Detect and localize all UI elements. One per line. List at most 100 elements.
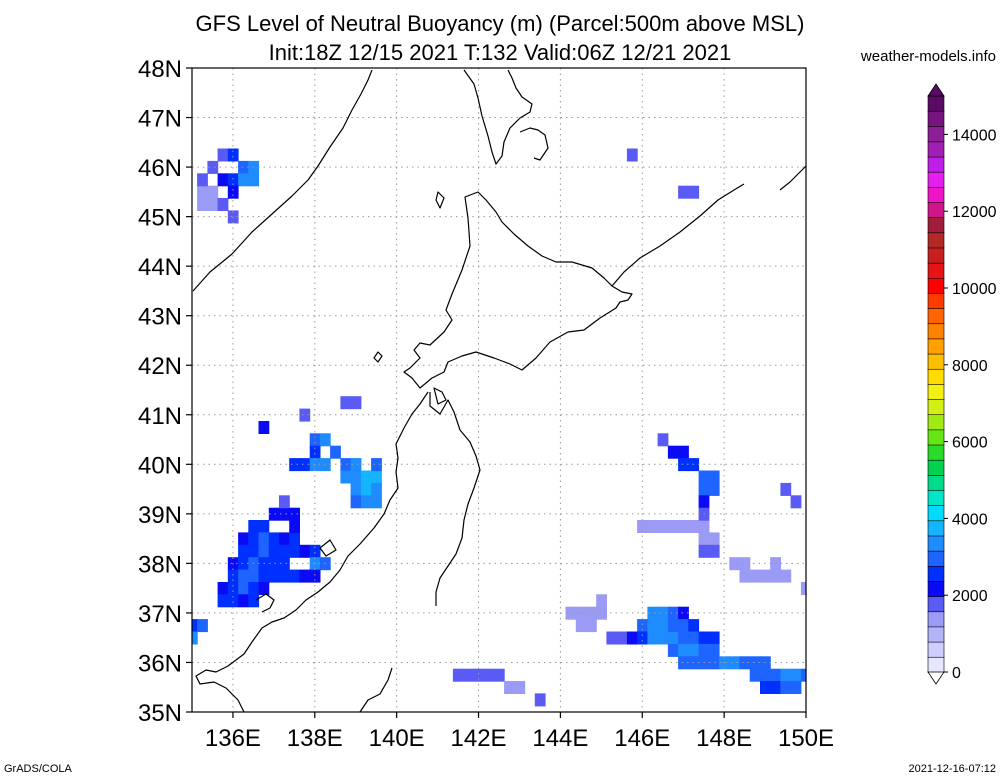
data-cell: [268, 557, 280, 571]
y-tick-label: 47N: [138, 106, 182, 133]
data-cell: [279, 557, 290, 571]
data-cell: [268, 569, 280, 583]
coastline-asia-mainland: [192, 69, 373, 292]
colorbar-segment: [927, 580, 945, 597]
data-cell: [258, 544, 270, 558]
data-cell: [667, 606, 679, 620]
y-tick-label: 40N: [138, 452, 182, 479]
coastline-kamchatka-tip: [779, 165, 807, 191]
data-cell: [504, 681, 515, 694]
y-tick-label: 44N: [138, 254, 182, 281]
data-cell: [350, 482, 362, 496]
data-cell: [238, 532, 249, 546]
y-tick-label: 48N: [138, 56, 182, 83]
data-cell: [289, 520, 300, 533]
colorbar: 0 2000 4000 6000 8000 10000 12000 14000: [927, 83, 997, 685]
colorbar-segment: [927, 323, 945, 340]
data-cell: [493, 668, 505, 682]
data-cell: [350, 458, 362, 472]
colorbar-label: 0: [952, 665, 961, 682]
data-cell: [207, 198, 219, 211]
colorbar-segment: [927, 398, 945, 416]
data-cell: [698, 643, 710, 657]
data-cell: [760, 569, 771, 583]
data-cell: [238, 569, 249, 583]
colorbar-segment: [927, 504, 945, 522]
colorbar-bottom-arrow: [927, 671, 945, 685]
colorbar-segment: [927, 611, 945, 628]
x-tick-label: 138E: [287, 725, 343, 752]
data-cell: [227, 569, 239, 583]
colorbar-label: 12000: [952, 204, 997, 221]
data-cell: [780, 569, 792, 583]
data-cell: [657, 631, 669, 645]
data-cell: [289, 544, 300, 558]
data-cell: [227, 185, 239, 199]
data-cell: [729, 557, 741, 571]
coastline-kuril: [611, 183, 745, 287]
colorbar-segment: [927, 656, 945, 673]
colorbar-segment: [927, 338, 945, 355]
coastline-noto: [255, 593, 275, 613]
data-cell: [238, 160, 249, 174]
data-cell: [647, 606, 659, 620]
data-cell: [667, 445, 679, 459]
data-cell: [238, 557, 249, 571]
data-cell: [708, 643, 720, 657]
data-cell: [268, 507, 280, 521]
data-cell: [350, 470, 362, 484]
data-cell: [197, 198, 208, 211]
data-cell: [227, 173, 239, 187]
data-cell: [248, 532, 260, 546]
data-cell: [667, 520, 679, 533]
colorbar-segment: [927, 414, 945, 431]
colorbar-top-arrow: [927, 83, 945, 97]
data-cell: [207, 160, 219, 174]
data-cell: [217, 173, 229, 187]
y-tick-label: 38N: [138, 551, 182, 578]
data-cell: [749, 569, 761, 583]
data-cell: [217, 582, 229, 595]
y-tick-label: 35N: [138, 700, 182, 727]
y-tick-label: 43N: [138, 304, 182, 331]
data-cell: [678, 185, 689, 199]
colorbar-label: 6000: [952, 435, 988, 452]
data-cell: [586, 606, 597, 620]
data-cell: [258, 421, 270, 434]
data-cell: [790, 495, 802, 509]
coastline-boso: [359, 667, 393, 713]
colorbar-segment: [927, 459, 945, 476]
data-cell: [192, 619, 198, 633]
data-cell: [780, 482, 792, 496]
colorbar-segment: [927, 626, 945, 643]
coastline-oshima: [433, 387, 447, 405]
data-cell: [371, 482, 382, 496]
data-cell: [780, 681, 792, 694]
data-cell: [586, 619, 597, 633]
colorbar-segment: [927, 489, 945, 506]
data-cell: [248, 582, 260, 595]
colorbar-segment: [927, 171, 945, 188]
data-cell: [800, 582, 807, 595]
data-cell: [770, 681, 781, 694]
data-cell: [749, 656, 761, 670]
data-cell: [248, 594, 260, 608]
x-tick-label: 136E: [205, 725, 261, 752]
data-cell: [299, 458, 311, 472]
data-cell: [217, 198, 229, 211]
data-cell: [780, 668, 792, 682]
data-cell: [708, 544, 720, 558]
data-cell: [688, 185, 700, 199]
data-cell: [637, 631, 648, 645]
data-cell: [248, 569, 260, 583]
chart-subtitle: Init:18Z 12/15 2021 T:132 Valid:06Z 12/2…: [269, 40, 732, 65]
colorbar-segment: [927, 126, 945, 143]
coastline-hokkaido: [403, 191, 633, 389]
data-cell: [729, 656, 741, 670]
data-cell: [268, 544, 280, 558]
data-cell: [647, 619, 659, 633]
data-cell: [197, 185, 208, 199]
data-cell: [657, 520, 669, 533]
data-cell: [565, 606, 577, 620]
data-cell: [514, 681, 526, 694]
